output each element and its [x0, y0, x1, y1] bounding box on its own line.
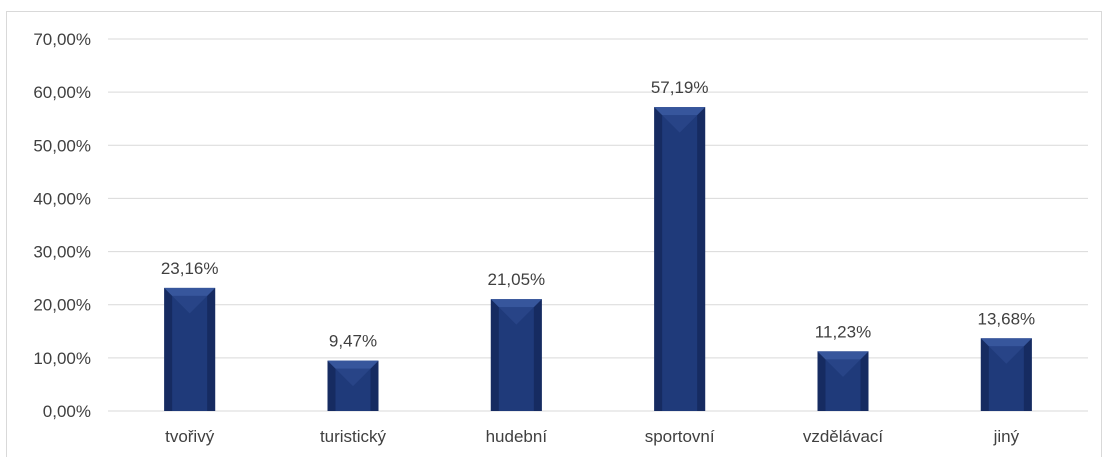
bar-bevel-right — [207, 287, 216, 411]
x-category-label: tvořivý — [165, 427, 215, 446]
bar-highlight — [498, 307, 534, 325]
data-label: 9,47% — [329, 332, 377, 351]
bar-bevel-left — [490, 299, 499, 411]
bar-bevel-top — [164, 287, 216, 296]
bar-highlight — [988, 346, 1024, 364]
bar-bevel-top — [817, 351, 869, 360]
data-label: 11,23% — [815, 322, 871, 341]
bar-bevel-right — [1023, 338, 1032, 411]
bars — [164, 107, 1032, 412]
labels: 0,00% 10,00% 20,00% 30,00% 40,00% 50,00% 60,00… — [33, 30, 1035, 446]
bar-highlight — [335, 368, 371, 387]
bar-bevel-right — [370, 360, 379, 411]
bar-group — [164, 287, 216, 411]
bar — [817, 351, 869, 411]
bar-group — [654, 107, 706, 412]
bar-group — [980, 338, 1032, 411]
bar-bevel-left — [980, 338, 989, 411]
bar-bevel-left — [817, 351, 826, 411]
bar-bevel-top — [654, 107, 706, 116]
x-category-label: jiný — [993, 427, 1020, 446]
bar-bevel-left — [164, 287, 173, 411]
y-tick-label: 30,00% — [33, 243, 91, 262]
y-tick-label: 40,00% — [33, 189, 91, 208]
bar — [654, 107, 706, 412]
y-tick-label: 60,00% — [33, 83, 91, 102]
bar-highlight — [172, 295, 208, 314]
bar-bevel-right — [697, 107, 706, 412]
bar-bevel-top — [490, 299, 542, 308]
bar-bevel-left — [327, 360, 336, 411]
bar — [164, 287, 216, 411]
y-tick-label: 10,00% — [33, 349, 91, 368]
bar-group — [817, 351, 869, 411]
y-tick-label: 0,00% — [43, 402, 91, 421]
y-tick-label: 70,00% — [33, 30, 91, 49]
bar — [980, 338, 1032, 411]
bar-group — [327, 360, 379, 411]
x-category-label: hudební — [486, 427, 548, 446]
bar-bevel-left — [654, 107, 663, 412]
bar-highlight — [825, 359, 861, 377]
data-label: 57,19% — [651, 78, 709, 97]
bar-bevel-top — [980, 338, 1032, 347]
x-category-label: vzdělávací — [803, 427, 884, 446]
chart-frame — [6, 11, 1102, 457]
bar-bevel-right — [860, 351, 869, 411]
data-label: 23,16% — [161, 259, 219, 278]
y-tick-label: 20,00% — [33, 296, 91, 315]
x-category-label: sportovní — [645, 427, 715, 446]
bar-highlight — [662, 115, 698, 133]
bar — [327, 360, 379, 411]
x-category-label: turistický — [320, 427, 387, 446]
data-label: 13,68% — [977, 309, 1035, 328]
y-tick-label: 50,00% — [33, 136, 91, 155]
bar-bevel-top — [327, 360, 379, 369]
bar-bevel-right — [533, 299, 542, 411]
bar — [490, 299, 542, 411]
data-label: 21,05% — [487, 270, 545, 289]
bar-group — [490, 299, 542, 411]
gridlines — [108, 38, 1088, 412]
